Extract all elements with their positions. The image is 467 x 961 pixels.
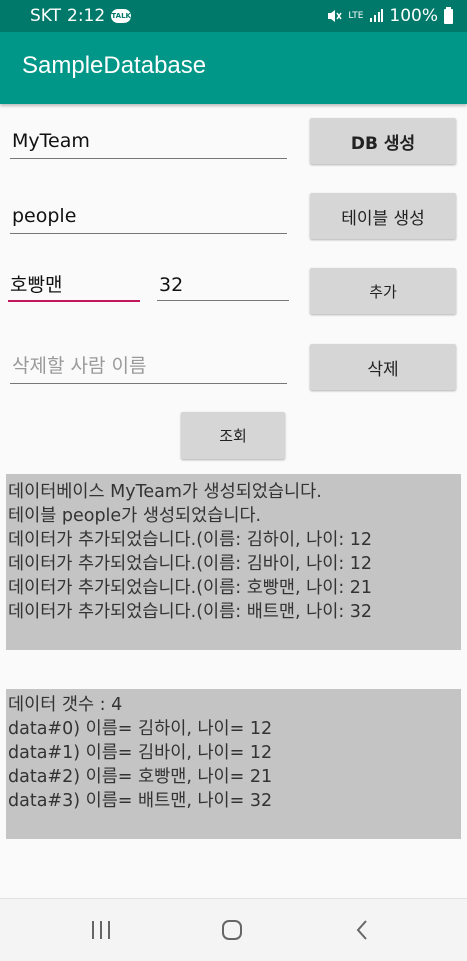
app-title: SampleDatabase <box>22 52 207 79</box>
carrier-label: SKT <box>30 6 62 26</box>
result-row: data#1) 이름= 김바이, 나이= 12 <box>8 743 273 763</box>
person-name-input[interactable]: 호빵맨 <box>8 272 140 302</box>
mute-icon <box>328 10 343 22</box>
log-line: 데이터가 추가되었습니다.(이름: 김바이, 나이: 12 <box>8 554 373 574</box>
home-icon[interactable] <box>220 919 244 941</box>
db-name-input[interactable]: MyTeam <box>10 128 287 159</box>
query-results: 데이터 갯수 : 4 data#0) 이름= 김하이, 나이= 12 data#… <box>6 689 461 839</box>
person-age-input[interactable]: 32 <box>157 272 289 301</box>
clock: 2:12 <box>67 6 106 26</box>
back-icon[interactable] <box>351 919 375 941</box>
delete-name-input[interactable]: 삭제할 사람 이름 <box>10 353 287 384</box>
kakaotalk-notification-icon: TALK <box>111 9 132 23</box>
log-line: 데이터베이스 MyTeam가 생성되었습니다. <box>8 482 322 502</box>
signal-icon <box>370 9 384 22</box>
query-button[interactable]: 조회 <box>181 412 285 459</box>
network-type: LTE <box>348 10 364 21</box>
add-button[interactable]: 추가 <box>310 268 456 314</box>
app-bar: SampleDatabase <box>0 32 467 104</box>
battery-percent: 100% <box>389 6 438 26</box>
log-output: 데이터베이스 MyTeam가 생성되었습니다. 테이블 people가 생성되었… <box>6 474 461 650</box>
table-name-input[interactable]: people <box>10 203 287 234</box>
create-db-button[interactable]: DB 생성 <box>310 118 456 164</box>
log-line: 데이터가 추가되었습니다.(이름: 김하이, 나이: 12 <box>8 530 373 550</box>
recent-apps-icon[interactable] <box>89 919 113 941</box>
log-line: 데이터가 추가되었습니다.(이름: 배트맨, 나이: 32 <box>8 602 373 622</box>
create-table-button[interactable]: 테이블 생성 <box>310 193 456 239</box>
result-count: 데이터 갯수 : 4 <box>8 695 123 715</box>
log-line: 테이블 people가 생성되었습니다. <box>8 506 262 526</box>
battery-icon <box>444 6 453 24</box>
delete-button[interactable]: 삭제 <box>310 344 456 390</box>
result-row: data#2) 이름= 호빵맨, 나이= 21 <box>8 767 273 787</box>
result-row: data#0) 이름= 김하이, 나이= 12 <box>8 719 273 739</box>
status-bar: SKT 2:12 TALK LTE 100% <box>0 0 467 32</box>
log-line: 데이터가 추가되었습니다.(이름: 호빵맨, 나이: 21 <box>8 578 373 598</box>
result-row: data#3) 이름= 배트맨, 나이= 32 <box>8 791 273 811</box>
navigation-bar <box>0 898 467 961</box>
